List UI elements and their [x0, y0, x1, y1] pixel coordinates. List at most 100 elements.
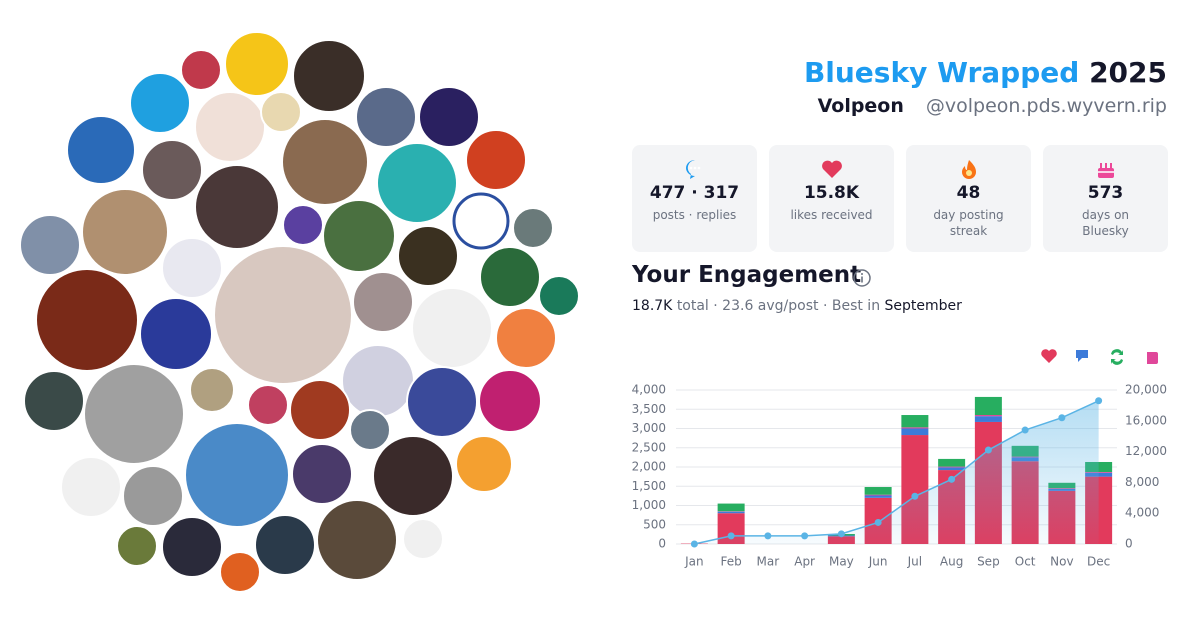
- line-point: [1095, 397, 1103, 405]
- avatar: [465, 129, 527, 191]
- avatar: [83, 363, 185, 465]
- avatar: [180, 49, 222, 91]
- profile: Volpeon @volpeon.pds.wyvern.rip: [818, 95, 1167, 117]
- avatar: [282, 204, 324, 246]
- display-name: Volpeon: [817, 95, 904, 117]
- y-tick-label: 4,000: [632, 383, 666, 397]
- stat-value: 15.8K: [803, 183, 860, 203]
- avatar: [60, 456, 122, 518]
- line-point: [911, 492, 919, 500]
- avatar: [397, 225, 459, 287]
- avatar: [194, 164, 280, 250]
- avatar: [452, 192, 510, 250]
- avatar: [341, 344, 415, 418]
- bar-segment: [974, 416, 1002, 422]
- likes-icon: [821, 160, 842, 178]
- avatar: [189, 367, 235, 413]
- line-point: [690, 540, 698, 548]
- y2-tick-label: 20,000: [1125, 383, 1167, 397]
- stat-label: days on Bluesky: [1081, 208, 1130, 238]
- cake-icon: [1097, 163, 1114, 178]
- line-point: [948, 475, 956, 483]
- x-tick-label: May: [829, 555, 854, 569]
- y2-tick-label: 0: [1125, 537, 1133, 551]
- handle: @volpeon.pds.wyvern.rip: [925, 95, 1167, 117]
- avatar: [289, 379, 351, 441]
- avatar: [455, 435, 513, 493]
- avatar: [81, 188, 169, 276]
- engagement-chart: 0 500 1,000 1,500 2,000 2,500 3,000 3,500 4,000 0…: [632, 349, 1167, 569]
- x-tick-label: Dec: [1087, 555, 1110, 569]
- avatar: [260, 91, 302, 133]
- avatar: [478, 369, 542, 433]
- avatar: [512, 207, 554, 249]
- legend-reposts[interactable]: [1111, 349, 1123, 365]
- y2-tick-label: 16,000: [1125, 413, 1167, 427]
- avatar: [352, 271, 414, 333]
- summary-best: September: [884, 298, 962, 314]
- avatar: [538, 275, 580, 317]
- line-point: [727, 532, 735, 540]
- y-tick-label: 2,500: [632, 440, 666, 454]
- avatar: [19, 214, 81, 276]
- y-tick-label: 3,000: [632, 421, 666, 435]
- avatar: [411, 287, 493, 369]
- avatar: [141, 139, 203, 201]
- bar-segment: [864, 494, 892, 496]
- line-point: [874, 518, 882, 526]
- bar-segment: [974, 415, 1002, 417]
- avatar: [247, 384, 289, 426]
- x-tick-label: Sep: [977, 555, 1000, 569]
- avatar: [116, 525, 158, 567]
- stat-card: 15.8K likes received: [769, 145, 894, 252]
- avatar: [254, 514, 316, 576]
- avatar: [23, 370, 85, 432]
- stat-card: 477 · 317 posts · replies: [632, 145, 757, 252]
- avatar: [292, 39, 366, 113]
- avatar: [184, 422, 290, 528]
- avatar: [322, 199, 396, 273]
- avatar: [355, 86, 417, 148]
- stat-value: 48: [956, 183, 981, 203]
- avatar: [418, 86, 480, 148]
- bar-segment: [717, 503, 745, 512]
- bar-segment: [938, 467, 966, 471]
- line-point: [764, 532, 772, 540]
- avatar: [372, 435, 454, 517]
- x-tick-label: Jan: [684, 555, 704, 569]
- line-point: [837, 530, 845, 538]
- legend: [1041, 349, 1158, 365]
- y-tick-label: 500: [643, 517, 666, 531]
- y2-tick-label: 12,000: [1125, 444, 1167, 458]
- avatar: [495, 307, 557, 369]
- avatar: [161, 516, 223, 578]
- x-tick-label: Feb: [721, 555, 742, 569]
- stat-value: 477 · 317: [649, 183, 740, 203]
- bar-segment: [938, 458, 966, 467]
- summary-text: total · 23.6 avg/post · Best in: [676, 298, 881, 314]
- avatar: [194, 91, 266, 163]
- legend-quotes[interactable]: [1147, 352, 1158, 364]
- info-icon[interactable]: [852, 268, 872, 288]
- y-tick-label: 1,500: [632, 479, 666, 493]
- line-point: [801, 532, 809, 540]
- engagement-summary: 18.7K total · 23.6 avg/post · Best in Se…: [632, 298, 962, 314]
- avatar: [213, 245, 353, 385]
- section-title: Your Engagement: [632, 262, 862, 288]
- avatar: [219, 551, 261, 593]
- title: Bluesky Wrapped 2025: [804, 56, 1167, 89]
- avatar: [35, 268, 139, 372]
- y2-tick-label: 4,000: [1125, 506, 1159, 520]
- x-tick-label: Aug: [940, 555, 963, 569]
- y-tick-label: 0: [658, 537, 666, 551]
- avatar: [316, 499, 398, 581]
- avatar: [479, 246, 541, 308]
- posts-icon: [685, 160, 700, 179]
- line-area: [694, 400, 1099, 544]
- line-point: [1058, 414, 1066, 422]
- legend-replies[interactable]: [1076, 350, 1088, 362]
- legend-likes[interactable]: [1041, 349, 1057, 363]
- x-tick-label: Nov: [1050, 555, 1073, 569]
- avatar-cloud: [19, 31, 580, 593]
- stat-label: likes received: [790, 208, 873, 222]
